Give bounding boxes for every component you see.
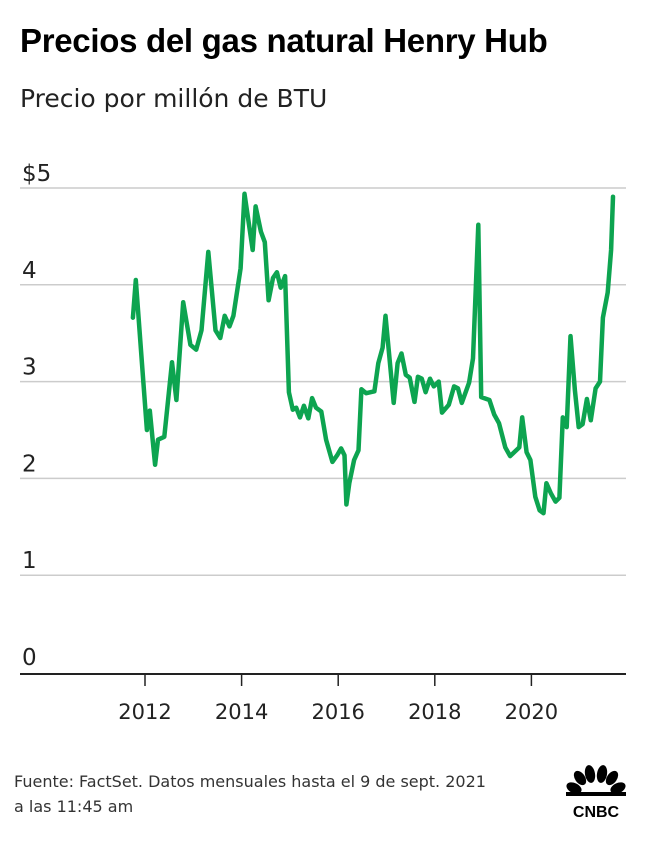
y-tick-label: 0	[22, 645, 37, 671]
cnbc-peacock-logo: CNBC	[566, 765, 626, 821]
x-tick-label: 2016	[311, 700, 364, 724]
source-note: Fuente: FactSet. Datos mensuales hasta e…	[14, 769, 486, 819]
x-tick-label: 2018	[408, 700, 461, 724]
y-tick-label: 2	[22, 451, 37, 477]
source-line-1: Fuente: FactSet. Datos mensuales hasta e…	[14, 772, 486, 791]
source-line-2: a las 11:45 am	[14, 797, 134, 816]
chart-subtitle: Precio por millón de BTU	[20, 84, 328, 113]
x-tick-label: 2014	[215, 700, 268, 724]
y-tick-label: 4	[22, 258, 37, 284]
logo-text: CNBC	[573, 804, 620, 821]
y-tick-label: 3	[22, 355, 37, 381]
price-line	[130, 191, 616, 516]
y-tick-label: 1	[22, 548, 37, 574]
x-tick-label: 2020	[505, 700, 558, 724]
chart-title: Precios del gas natural Henry Hub	[20, 22, 548, 59]
y-tick-label: $5	[22, 161, 51, 187]
x-tick-label: 2012	[118, 700, 171, 724]
